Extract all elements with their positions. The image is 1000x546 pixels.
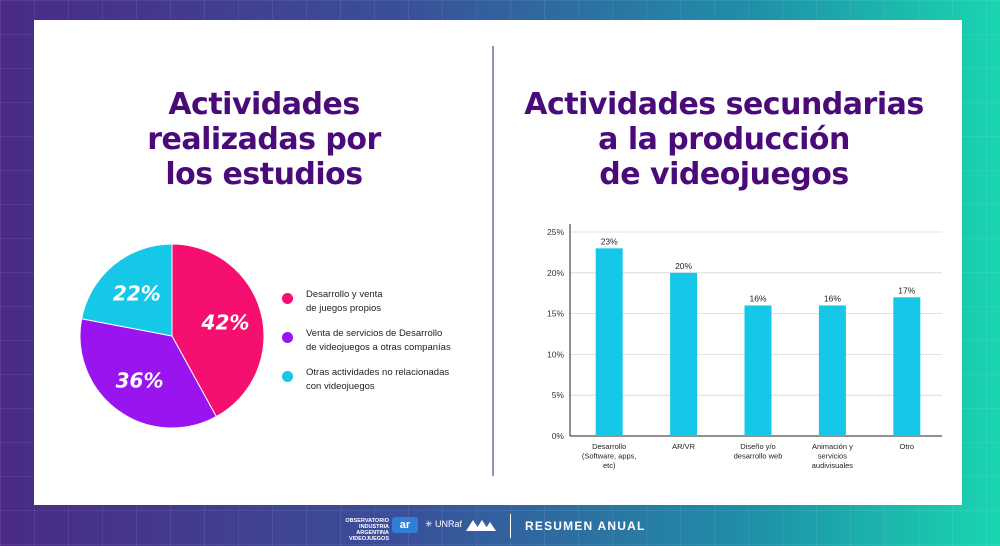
content-card: Actividades realizadas por los estudios …	[34, 20, 962, 505]
legend-label: Desarrollo y venta de juegos propios	[306, 289, 383, 314]
unraf-label: UNRaf	[435, 519, 463, 529]
legend-swatch	[282, 332, 293, 343]
ar-logo: ar	[392, 517, 418, 533]
pie-legend: Desarrollo y venta de juegos propios Vent…	[282, 288, 492, 405]
x-tick-label: AR/VR	[672, 442, 696, 451]
pie-slice	[81, 243, 173, 337]
x-tick-label: Animación y servicios audivisuales	[812, 442, 854, 470]
mountain-logo-icon	[466, 520, 496, 531]
legend-label: Venta de servicios de Desarrollo de vide…	[306, 328, 451, 353]
bar-data-label: 16%	[749, 293, 766, 303]
bar-chart-title: Actividades secundarias a la producción …	[524, 87, 924, 192]
footer: OBSERVATORIO INDUSTRIA ARGENTINA VIDEOJU…	[0, 506, 1000, 546]
pie-slice	[171, 243, 265, 418]
pie-slice-label: 22%	[113, 281, 161, 305]
footer-separator	[510, 514, 511, 538]
legend-item: Desarrollo y venta de juegos propios	[282, 288, 492, 316]
bar	[595, 248, 623, 436]
observatorio-logo: OBSERVATORIO INDUSTRIA ARGENTINA VIDEOJU…	[337, 518, 389, 542]
y-tick-label: 15%	[547, 309, 564, 319]
pie-slice	[79, 318, 217, 429]
y-tick-label: 5%	[552, 390, 565, 400]
legend-swatch	[282, 293, 293, 304]
bar	[893, 297, 921, 436]
x-tick-label: Otro	[900, 442, 915, 451]
bar-data-label: 16%	[824, 293, 841, 303]
bar	[670, 272, 698, 436]
y-tick-label: 10%	[547, 349, 564, 359]
bar-data-label: 20%	[675, 261, 692, 271]
legend-item: Venta de servicios de Desarrollo de vide…	[282, 327, 492, 355]
logo-line: INDUSTRIA ARGENTINA	[356, 524, 389, 536]
legend-item: Otras actividades no relacionadas con vi…	[282, 366, 492, 394]
y-tick-label: 0%	[552, 431, 565, 441]
bar	[744, 305, 772, 436]
unraf-logo: ✳ UNRaf	[425, 519, 463, 529]
bar-data-label: 17%	[898, 285, 915, 295]
pie-slice-label: 42%	[201, 310, 250, 334]
pie-chart-title: Actividades realizadas por los estudios	[147, 87, 381, 192]
section-divider	[492, 46, 494, 476]
x-tick-label: Desarrollo (Software, apps, etc)	[582, 442, 637, 470]
x-tick-label: Diseño y/o desarrollo web	[734, 442, 783, 461]
logo-line: VIDEOJUEGOS	[348, 536, 389, 542]
y-tick-label: 20%	[547, 268, 564, 278]
bar	[818, 305, 846, 436]
legend-swatch	[282, 371, 293, 382]
pie-slice-label: 36%	[116, 369, 164, 393]
y-tick-label: 25%	[547, 227, 564, 237]
pie-chart: 42% 36% 22%	[79, 243, 265, 429]
legend-label: Otras actividades no relacionadas con vi…	[306, 367, 450, 392]
bar-data-label: 23%	[601, 236, 618, 246]
bar-chart: 0% 5% 10% 15% 20% 25% 23% Desarrollo (Software, …	[547, 224, 942, 470]
logo-line: OBSERVATORIO	[345, 518, 389, 524]
section-label: RESUMEN ANUAL	[525, 519, 646, 533]
